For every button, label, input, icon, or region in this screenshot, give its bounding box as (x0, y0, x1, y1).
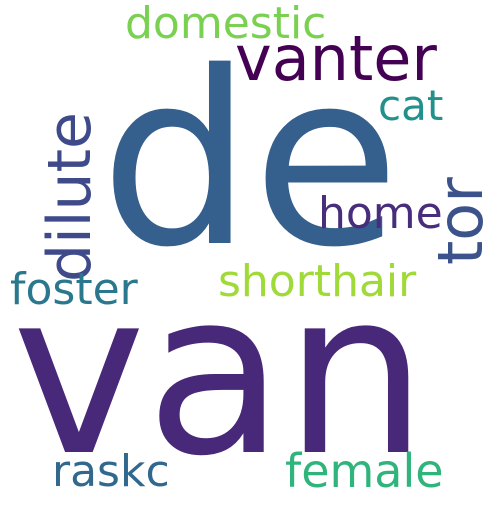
word-raskc: raskc (52, 446, 170, 497)
word-home: home (318, 188, 443, 239)
word-shorthair: shorthair (218, 256, 417, 307)
word-foster: foster (10, 264, 138, 315)
word-vanter: vanter (235, 22, 437, 95)
word-domestic: domestic (125, 0, 327, 49)
word-van: van (12, 243, 428, 506)
word-female: female (285, 444, 444, 498)
word-cat: cat (378, 81, 444, 130)
word-de: de (100, 20, 400, 300)
word-dilute: dilute (35, 112, 105, 282)
